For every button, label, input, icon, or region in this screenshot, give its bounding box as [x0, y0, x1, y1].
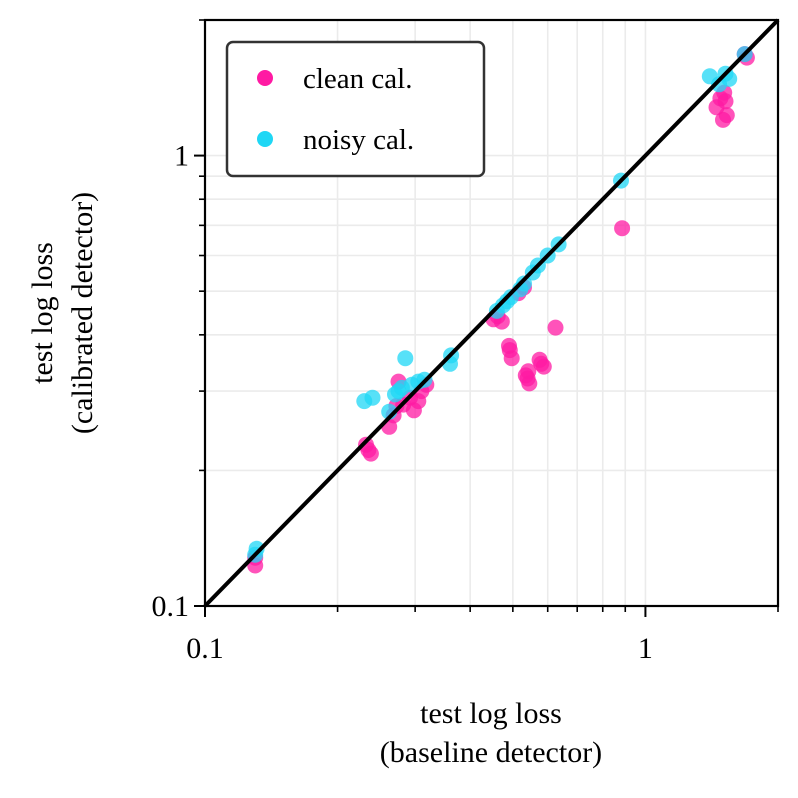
point-noisy: [248, 540, 265, 557]
legend-marker-clean: [257, 70, 273, 86]
point-clean: [547, 319, 564, 336]
legend-marker-noisy: [257, 131, 273, 147]
tick-labels: 0.1 1 0.1 1: [152, 140, 653, 665]
point-clean: [715, 111, 731, 128]
point-noisy: [364, 389, 381, 406]
point-clean: [362, 445, 379, 462]
point-clean: [503, 350, 520, 367]
legend-label-noisy: noisy cal.: [303, 124, 414, 156]
point-clean: [614, 220, 631, 237]
point-clean: [521, 375, 538, 392]
point-noisy: [516, 275, 532, 292]
y-tick-label: 1: [174, 140, 189, 173]
plot-frame: [203, 18, 780, 608]
y-axis-label-line-2: (calibrated detector): [66, 192, 99, 434]
y-tick-label: 0.1: [152, 590, 190, 623]
legend: clean cal. noisy cal.: [225, 40, 486, 178]
x-axis-label-line-2: (baseline detector): [380, 736, 602, 769]
legend-box: [225, 40, 486, 178]
legend-label-clean: clean cal.: [303, 63, 412, 95]
x-tick-label: 0.1: [186, 632, 224, 665]
axis-ticks: [194, 19, 779, 617]
y-axis-label-line-1: test log loss: [26, 242, 59, 384]
point-clean: [520, 363, 537, 380]
grid: [205, 20, 778, 606]
x-axis-label-line-1: test log loss: [420, 697, 562, 730]
point-noisy: [397, 350, 414, 367]
point-clean: [535, 358, 552, 375]
reference-line-y-equals-x: [203, 18, 780, 608]
x-tick-label: 1: [638, 632, 653, 665]
